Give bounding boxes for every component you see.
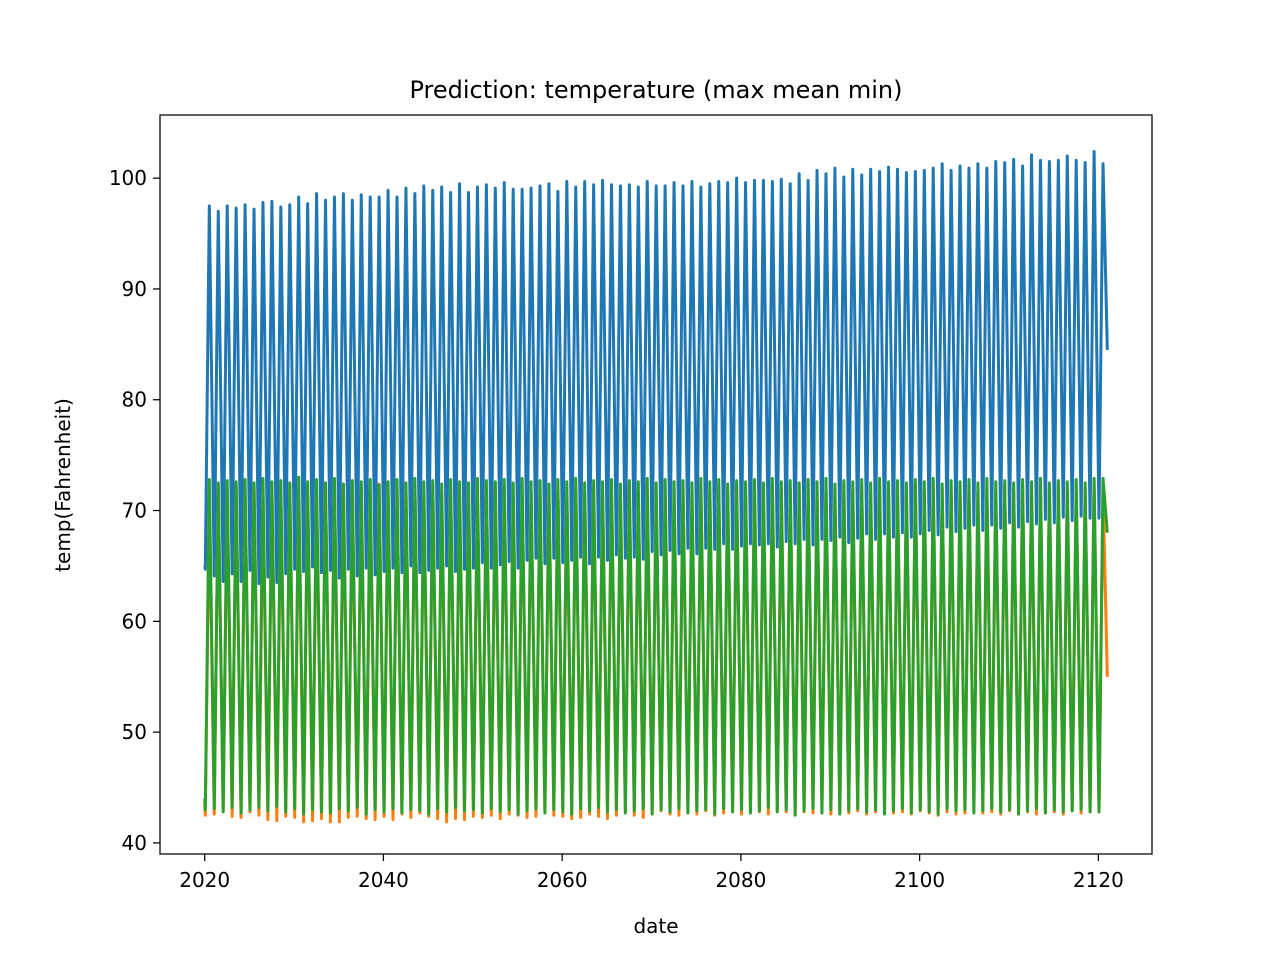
x-tick-label: 2080 — [715, 868, 766, 892]
x-tick-label: 2060 — [537, 868, 588, 892]
x-tick-label: 2120 — [1073, 868, 1124, 892]
series-layer — [203, 150, 1109, 824]
y-tick-label: 70 — [122, 499, 147, 523]
y-tick-label: 50 — [122, 720, 147, 744]
y-axis-title: temp(Fahrenheit) — [51, 398, 75, 572]
y-tick-label: 60 — [122, 609, 147, 633]
x-axis: 2020 2040 2060 2080 2100 2120 — [179, 854, 1124, 892]
y-tick-label: 100 — [109, 166, 147, 190]
y-tick-label: 40 — [122, 831, 147, 855]
y-tick-label: 80 — [122, 388, 147, 412]
x-tick-label: 2100 — [894, 868, 945, 892]
x-tick-label: 2040 — [358, 868, 409, 892]
chart-title: Prediction: temperature (max mean min) — [409, 76, 902, 104]
y-axis: 40 50 60 70 80 90 100 — [109, 166, 160, 855]
series-line-1 — [203, 150, 1109, 586]
y-tick-label: 90 — [122, 277, 147, 301]
plot-frame — [159, 114, 1153, 855]
x-axis-title: date — [633, 914, 678, 938]
series-line-3 — [203, 475, 1109, 817]
x-tick-label: 2020 — [179, 868, 230, 892]
